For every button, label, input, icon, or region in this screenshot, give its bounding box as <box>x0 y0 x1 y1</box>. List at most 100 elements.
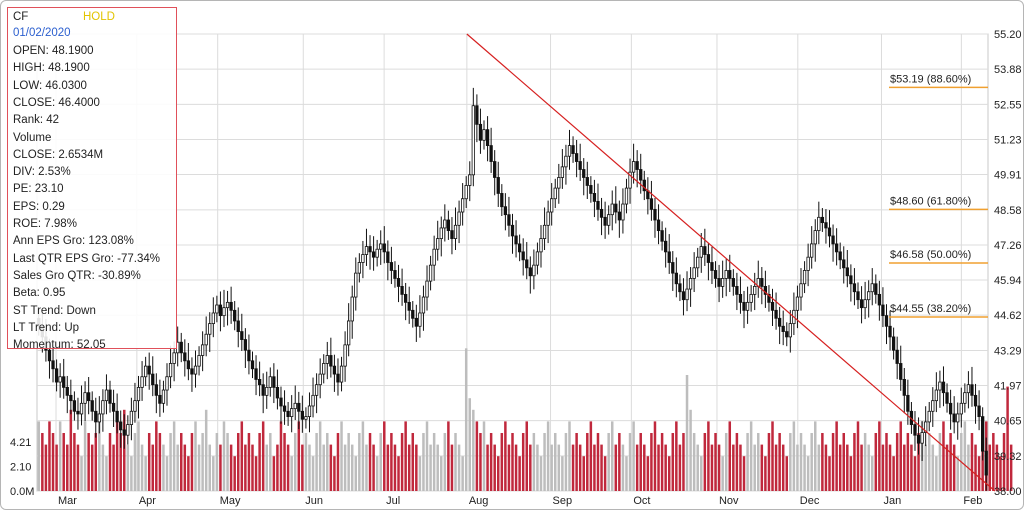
volume-bar <box>899 421 902 491</box>
candle-body <box>336 373 340 383</box>
candle-body <box>425 280 429 298</box>
volume-bar <box>400 433 404 491</box>
volume-bar <box>383 421 386 491</box>
candle-body <box>51 360 55 370</box>
volume-bar <box>660 433 664 491</box>
volume-bar <box>457 444 461 491</box>
volume-bar <box>283 433 286 491</box>
candle-body <box>827 227 832 237</box>
volume-bar <box>236 433 240 491</box>
info-line: ST Trend: Down <box>13 304 96 317</box>
volume-bar <box>1002 433 1006 491</box>
volume-bar <box>632 421 635 491</box>
candle-body <box>521 251 525 261</box>
candle-body <box>108 389 112 404</box>
volume-bar <box>760 444 764 491</box>
volume-bar <box>269 433 272 491</box>
volume-bar <box>447 421 450 491</box>
volume-bar <box>133 433 137 491</box>
volume-bar <box>806 456 810 491</box>
volume-bar <box>853 433 856 491</box>
volume-bar <box>233 456 236 491</box>
volume-bar <box>974 444 977 491</box>
candle-body <box>624 187 629 205</box>
volume-bar <box>390 433 393 491</box>
volume-bar <box>147 433 151 491</box>
volume-bar <box>212 456 215 491</box>
volume-bar <box>867 444 870 491</box>
volume-bar <box>838 444 842 491</box>
volume-bar <box>935 456 938 491</box>
volume-bar <box>849 456 853 491</box>
candle-body <box>888 325 892 338</box>
volume-bar <box>69 409 73 491</box>
volume-bar <box>995 444 999 491</box>
candle-body <box>357 262 361 274</box>
volume-bar <box>906 433 910 491</box>
candle-body <box>678 283 682 293</box>
candle-body <box>446 219 451 232</box>
volume-bar <box>254 456 258 491</box>
candle-body <box>493 161 497 178</box>
candle-body <box>62 376 66 388</box>
candle-body <box>685 288 689 301</box>
volume-bar <box>664 444 667 491</box>
volume-bar <box>650 433 653 491</box>
candle-body <box>471 105 475 176</box>
info-line: Last QTR EPS Gro: -77.34% <box>13 252 161 265</box>
volume-bar <box>204 409 208 491</box>
candle-body <box>738 293 743 303</box>
volume-bar <box>685 375 689 491</box>
candle-body <box>254 368 258 380</box>
candle-body <box>867 291 871 301</box>
volume-bar <box>201 433 204 491</box>
volume-bar <box>621 444 625 491</box>
candle-body <box>785 331 789 338</box>
candle-body <box>831 235 835 245</box>
candle-body <box>842 259 846 269</box>
candle-body <box>582 169 586 178</box>
candle-body <box>290 408 294 418</box>
candle-body <box>364 246 369 255</box>
volume-bar <box>956 456 959 491</box>
candle-body <box>496 177 500 194</box>
candle-body <box>307 405 312 418</box>
volume-bar <box>464 348 468 491</box>
candle-body <box>361 254 365 263</box>
volume-tick-label: 2.10 <box>10 462 31 474</box>
candle-body <box>770 301 775 311</box>
volume-bar <box>155 421 158 491</box>
volume-bar <box>792 421 796 491</box>
candle-body <box>261 384 265 396</box>
volume-bar <box>51 433 55 491</box>
candle-body <box>343 344 347 367</box>
volume-bar <box>603 456 607 491</box>
candle-body <box>54 368 59 383</box>
volume-bar <box>112 444 115 491</box>
volume-bar <box>931 444 935 491</box>
candle-body <box>649 198 654 210</box>
candle-body <box>457 211 461 226</box>
volume-bar <box>436 444 439 491</box>
candle-body <box>418 312 422 327</box>
candle-body <box>849 275 853 285</box>
candle-body <box>813 230 817 245</box>
volume-bar <box>785 456 789 491</box>
volume-bar <box>589 421 593 491</box>
volume-bar <box>963 421 967 491</box>
candle-body <box>318 373 322 386</box>
candle-body <box>485 129 490 146</box>
volume-bar <box>432 433 436 491</box>
volume-bar <box>945 444 949 491</box>
volume-bar <box>539 456 543 491</box>
candle-body <box>411 309 415 319</box>
candle-body <box>197 355 201 367</box>
candle-body <box>973 394 978 407</box>
candle-body <box>133 400 137 412</box>
volume-bar <box>614 444 618 491</box>
volume-bar <box>988 444 992 491</box>
candle-body <box>728 270 732 279</box>
volume-bar <box>58 421 62 491</box>
volume-bar <box>778 433 781 491</box>
